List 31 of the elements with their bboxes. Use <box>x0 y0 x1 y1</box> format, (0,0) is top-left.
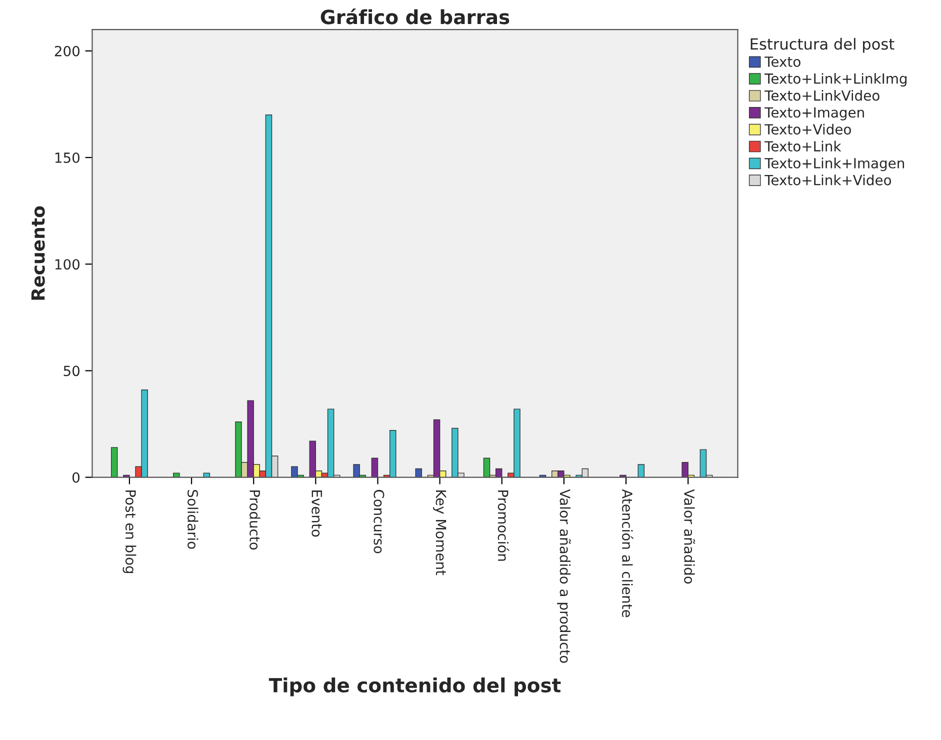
bar <box>371 458 378 478</box>
y-tick-label: 150 <box>55 152 80 163</box>
x-tick-label: Valor añadido a producto <box>557 489 571 663</box>
y-tick-label: 50 <box>64 366 80 376</box>
y-axis-title: Recuento <box>31 206 45 300</box>
x-tick-label: Atención al cliente <box>622 489 634 618</box>
legend-label: Texto+Link+Imagen <box>764 158 904 172</box>
x-axis-title: Tipo de contenido del post <box>268 677 561 696</box>
x-tick-label: Producto <box>250 490 260 550</box>
y-tick-label: 0 <box>72 472 80 483</box>
x-tick-label: Solidario <box>188 490 198 549</box>
y-tick-label: 100 <box>55 259 80 270</box>
legend-label: Texto+Link <box>764 140 842 152</box>
legend-label: Texto <box>764 56 800 67</box>
legend-label: Texto+Link+Video <box>764 174 892 186</box>
x-tick-label: Valor añadido <box>684 489 696 584</box>
legend-title: Estructura del post <box>750 38 894 53</box>
legend-label: Texto+Video <box>764 124 851 135</box>
x-tick-label: Key Moment <box>433 490 446 576</box>
chart-title: Gráfico de barras <box>320 8 510 24</box>
bar <box>110 447 118 478</box>
x-tick-label: Post en blog <box>122 490 136 574</box>
bar <box>173 472 180 478</box>
legend-label: Texto+LinkVideo <box>764 90 880 101</box>
y-tick-label: 200 <box>54 46 80 56</box>
bar <box>638 464 645 478</box>
legend-label: Texto+Link+LinkImg <box>764 73 907 87</box>
x-tick-label: Promoción <box>498 490 510 561</box>
x-tick-label: Evento <box>312 490 322 537</box>
legend-label: Texto+Imagen <box>764 107 864 120</box>
x-tick-label: Concurso <box>374 490 384 554</box>
